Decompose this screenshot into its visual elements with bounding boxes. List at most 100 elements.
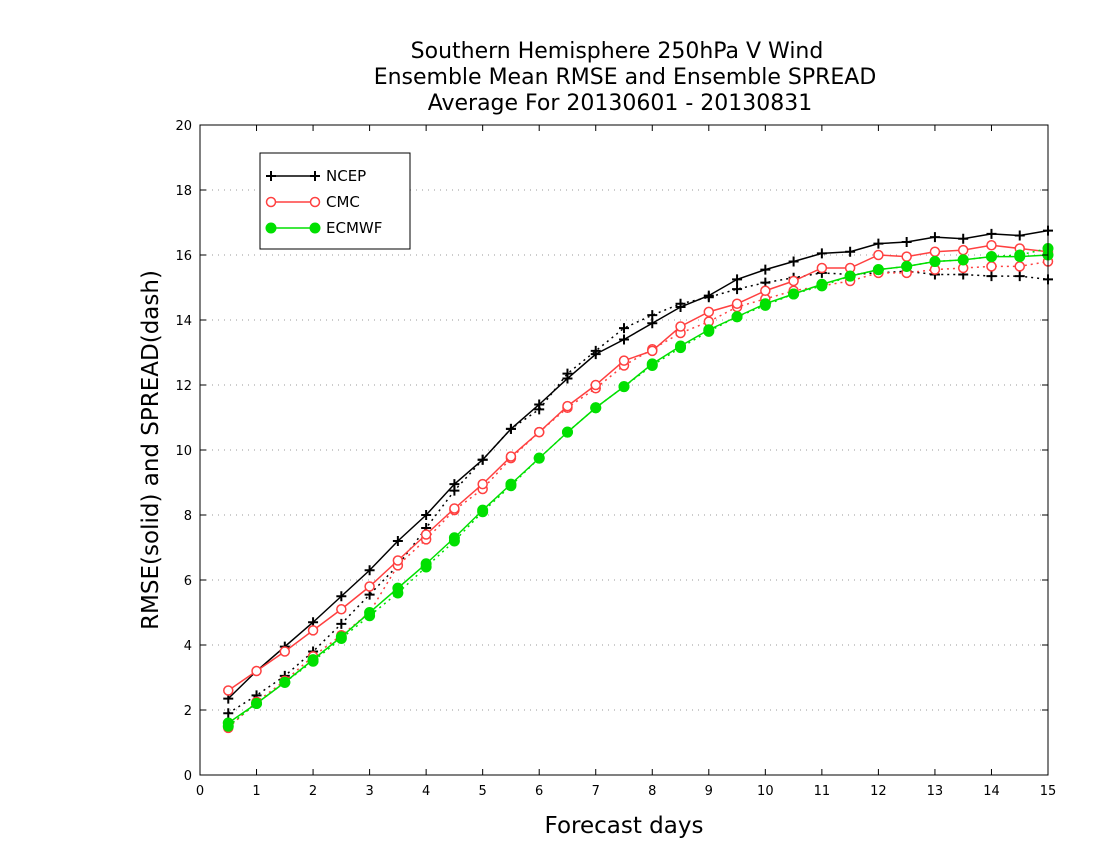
rmse-point-ncep [364,565,375,576]
y-tick-label: 10 [175,444,192,459]
rmse-point-cmc [731,298,743,309]
rmse-point-ncep [392,536,403,546]
spread-point-ncep [223,708,234,719]
rmse-point-ncep [986,228,997,239]
rmse-line-ecmwf [227,254,1049,724]
rmse-point-ncep [675,302,686,312]
rmse-point-ecmwf [1014,251,1026,263]
y-tick-label: 2 [184,704,192,719]
rmse-point-cmc [307,625,319,636]
rmse-point-ecmwf [448,532,460,544]
rmse-point-ecmwf [844,270,856,282]
rmse-point-ncep [816,248,827,259]
rmse-point-ecmwf [222,717,234,729]
rmse-point-ncep [647,318,658,329]
x-tick-label: 14 [983,784,1000,799]
x-tick-label: 5 [479,784,487,799]
y-tick-label: 0 [184,769,192,784]
y-tick-label: 16 [175,249,192,264]
spread-point-ncep [986,271,997,282]
y-tick-label: 8 [184,509,192,524]
rmse-point-ecmwf [788,288,800,300]
rmse-point-cmc [901,251,912,262]
x-tick-label: 13 [927,784,944,799]
rmse-point-ncep [534,399,545,410]
rmse-point-cmc [223,685,234,696]
rmse-point-cmc [477,478,488,490]
rmse-point-cmc [533,426,545,438]
rmse-point-ecmwf [901,260,913,272]
rmse-point-cmc [279,646,291,657]
legend-marker-ncep [266,171,276,181]
rmse-point-ncep [958,233,969,244]
rmse-point-ecmwf [872,264,884,276]
legend-label-cmc: CMC [326,193,360,211]
chart-title-line-3: Average For 20130601 - 20130831 [428,91,813,116]
x-tick-label: 7 [592,784,600,799]
rmse-point-ncep [1014,230,1025,241]
grid [200,189,1048,711]
rmse-point-ecmwf [392,582,404,594]
rmse-point-ecmwf [759,298,771,310]
spread-point-ncep [336,618,347,629]
rmse-point-cmc [929,246,941,257]
series-layer [222,225,1054,734]
rmse-point-ecmwf [816,278,828,290]
rmse-point-cmc [251,665,262,677]
rmse-point-ncep [760,264,771,275]
x-tick-label: 10 [757,784,774,799]
rmse-point-ncep [505,423,516,434]
rmse-point-ncep [449,479,460,490]
rmse-point-ecmwf [590,402,602,414]
spread-point-cmc [986,261,997,272]
rmse-point-ncep [703,290,714,301]
rmse-point-ncep [477,454,488,465]
spread-point-ncep [1014,271,1025,282]
x-tick-label: 6 [535,784,543,799]
x-tick-label: 12 [870,784,887,799]
rmse-point-cmc [449,503,460,514]
rmse-point-cmc [618,355,630,366]
rmse-point-cmc [816,262,828,274]
rmse-point-ecmwf [251,698,263,709]
legend-item-ncep: NCEP [266,167,366,185]
y-tick-label: 12 [175,379,192,394]
rmse-point-ecmwf [335,631,347,643]
spread-line-ncep [227,270,1049,714]
rmse-point-cmc [392,555,404,566]
rmse-point-ecmwf [985,251,997,263]
rmse-point-ncep [873,238,884,249]
x-tick-label: 8 [648,784,656,799]
rmse-point-ecmwf [307,654,319,666]
rmse-point-ecmwf [618,381,630,393]
rmse-point-ecmwf [731,311,743,323]
x-tick-label: 3 [365,784,373,799]
rmse-point-ncep [421,510,432,520]
chart-title-line-2: Ensemble Mean RMSE and Ensemble SPREAD [374,65,877,90]
rmse-point-cmc [420,529,432,540]
rmse-point-cmc [505,451,517,462]
x-tick-label: 11 [814,784,831,799]
rmse-point-ecmwf [505,478,517,490]
rmse-point-cmc [873,249,884,261]
rmse-point-ecmwf [957,254,969,266]
rmse-point-cmc [957,244,969,256]
y-tick-label: 14 [175,314,192,329]
x-tick-label: 4 [422,784,430,799]
series-ncep [223,225,1053,719]
rmse-point-ecmwf [675,340,687,352]
rmse-point-cmc [364,581,375,592]
rmse-point-cmc [675,321,686,332]
rmse-point-ncep [732,274,743,285]
y-tick-label: 18 [175,184,192,199]
rmse-point-ncep [590,349,601,360]
rmse-point-ecmwf [420,558,432,570]
rmse-point-ncep [788,256,799,267]
rmse-point-ncep [845,246,856,257]
rmse-point-cmc [760,285,771,296]
x-tick-label: 0 [196,784,204,799]
rmse-point-cmc [647,345,658,357]
legend-marker-cmc [309,196,321,208]
